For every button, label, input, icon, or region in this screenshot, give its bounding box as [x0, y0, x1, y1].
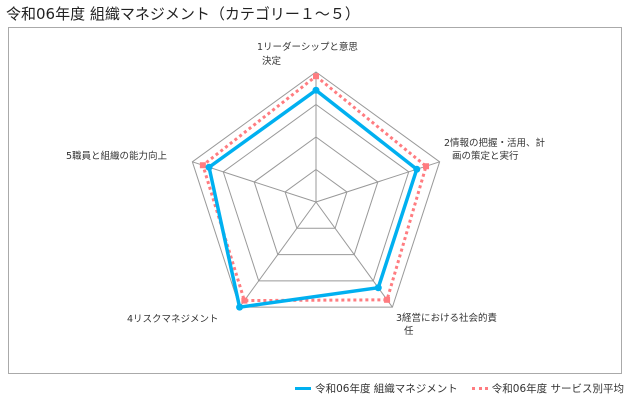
grid-ring [253, 136, 379, 256]
axis-label: 1リーダーシップと意思 [257, 41, 358, 53]
legend-item-1: 令和06年度 組織マネジメント [295, 381, 458, 396]
axis-label: 任 [404, 325, 414, 337]
axis-label: 3経営における社会的責 [396, 312, 497, 324]
legend-label: 令和06年度 サービス別平均 [491, 383, 624, 395]
axis-label: 2情報の把握・活用、計 [444, 137, 546, 149]
grid-spoke [239, 201, 317, 308]
plot-frame [8, 27, 622, 374]
data-point [312, 86, 320, 94]
series-line [201, 74, 428, 303]
chart-title: 令和06年度 組織マネジメント（カテゴリー１～５） [6, 5, 360, 23]
axis-label: 決定 [262, 55, 282, 67]
legend: 令和06年度 組織マネジメント 令和06年度 サービス別平均 [295, 381, 624, 396]
data-point [384, 296, 391, 303]
grid-ring [222, 103, 410, 282]
grid-spoke [192, 161, 317, 203]
legend-swatch-dotted [471, 387, 488, 390]
grid-ring [284, 168, 348, 229]
data-point [413, 165, 421, 173]
axis-label: 画の策定と実行 [452, 150, 519, 162]
data-point [313, 73, 319, 80]
data-point [205, 163, 213, 171]
legend-item-2: 令和06年度 サービス別平均 [471, 381, 624, 396]
grid-ring [191, 71, 441, 308]
data-point [241, 297, 248, 304]
axis-label: 4リスクマネジメント [127, 314, 219, 325]
data-point [236, 303, 244, 311]
legend-swatch-solid [295, 387, 312, 390]
legend-label: 令和06年度 組織マネジメント [315, 383, 458, 395]
data-point [199, 162, 206, 169]
data-point [374, 284, 382, 292]
data-point [423, 163, 430, 170]
axis-label: 5職員と組織の能力向上 [66, 150, 168, 162]
series-line [207, 88, 419, 310]
